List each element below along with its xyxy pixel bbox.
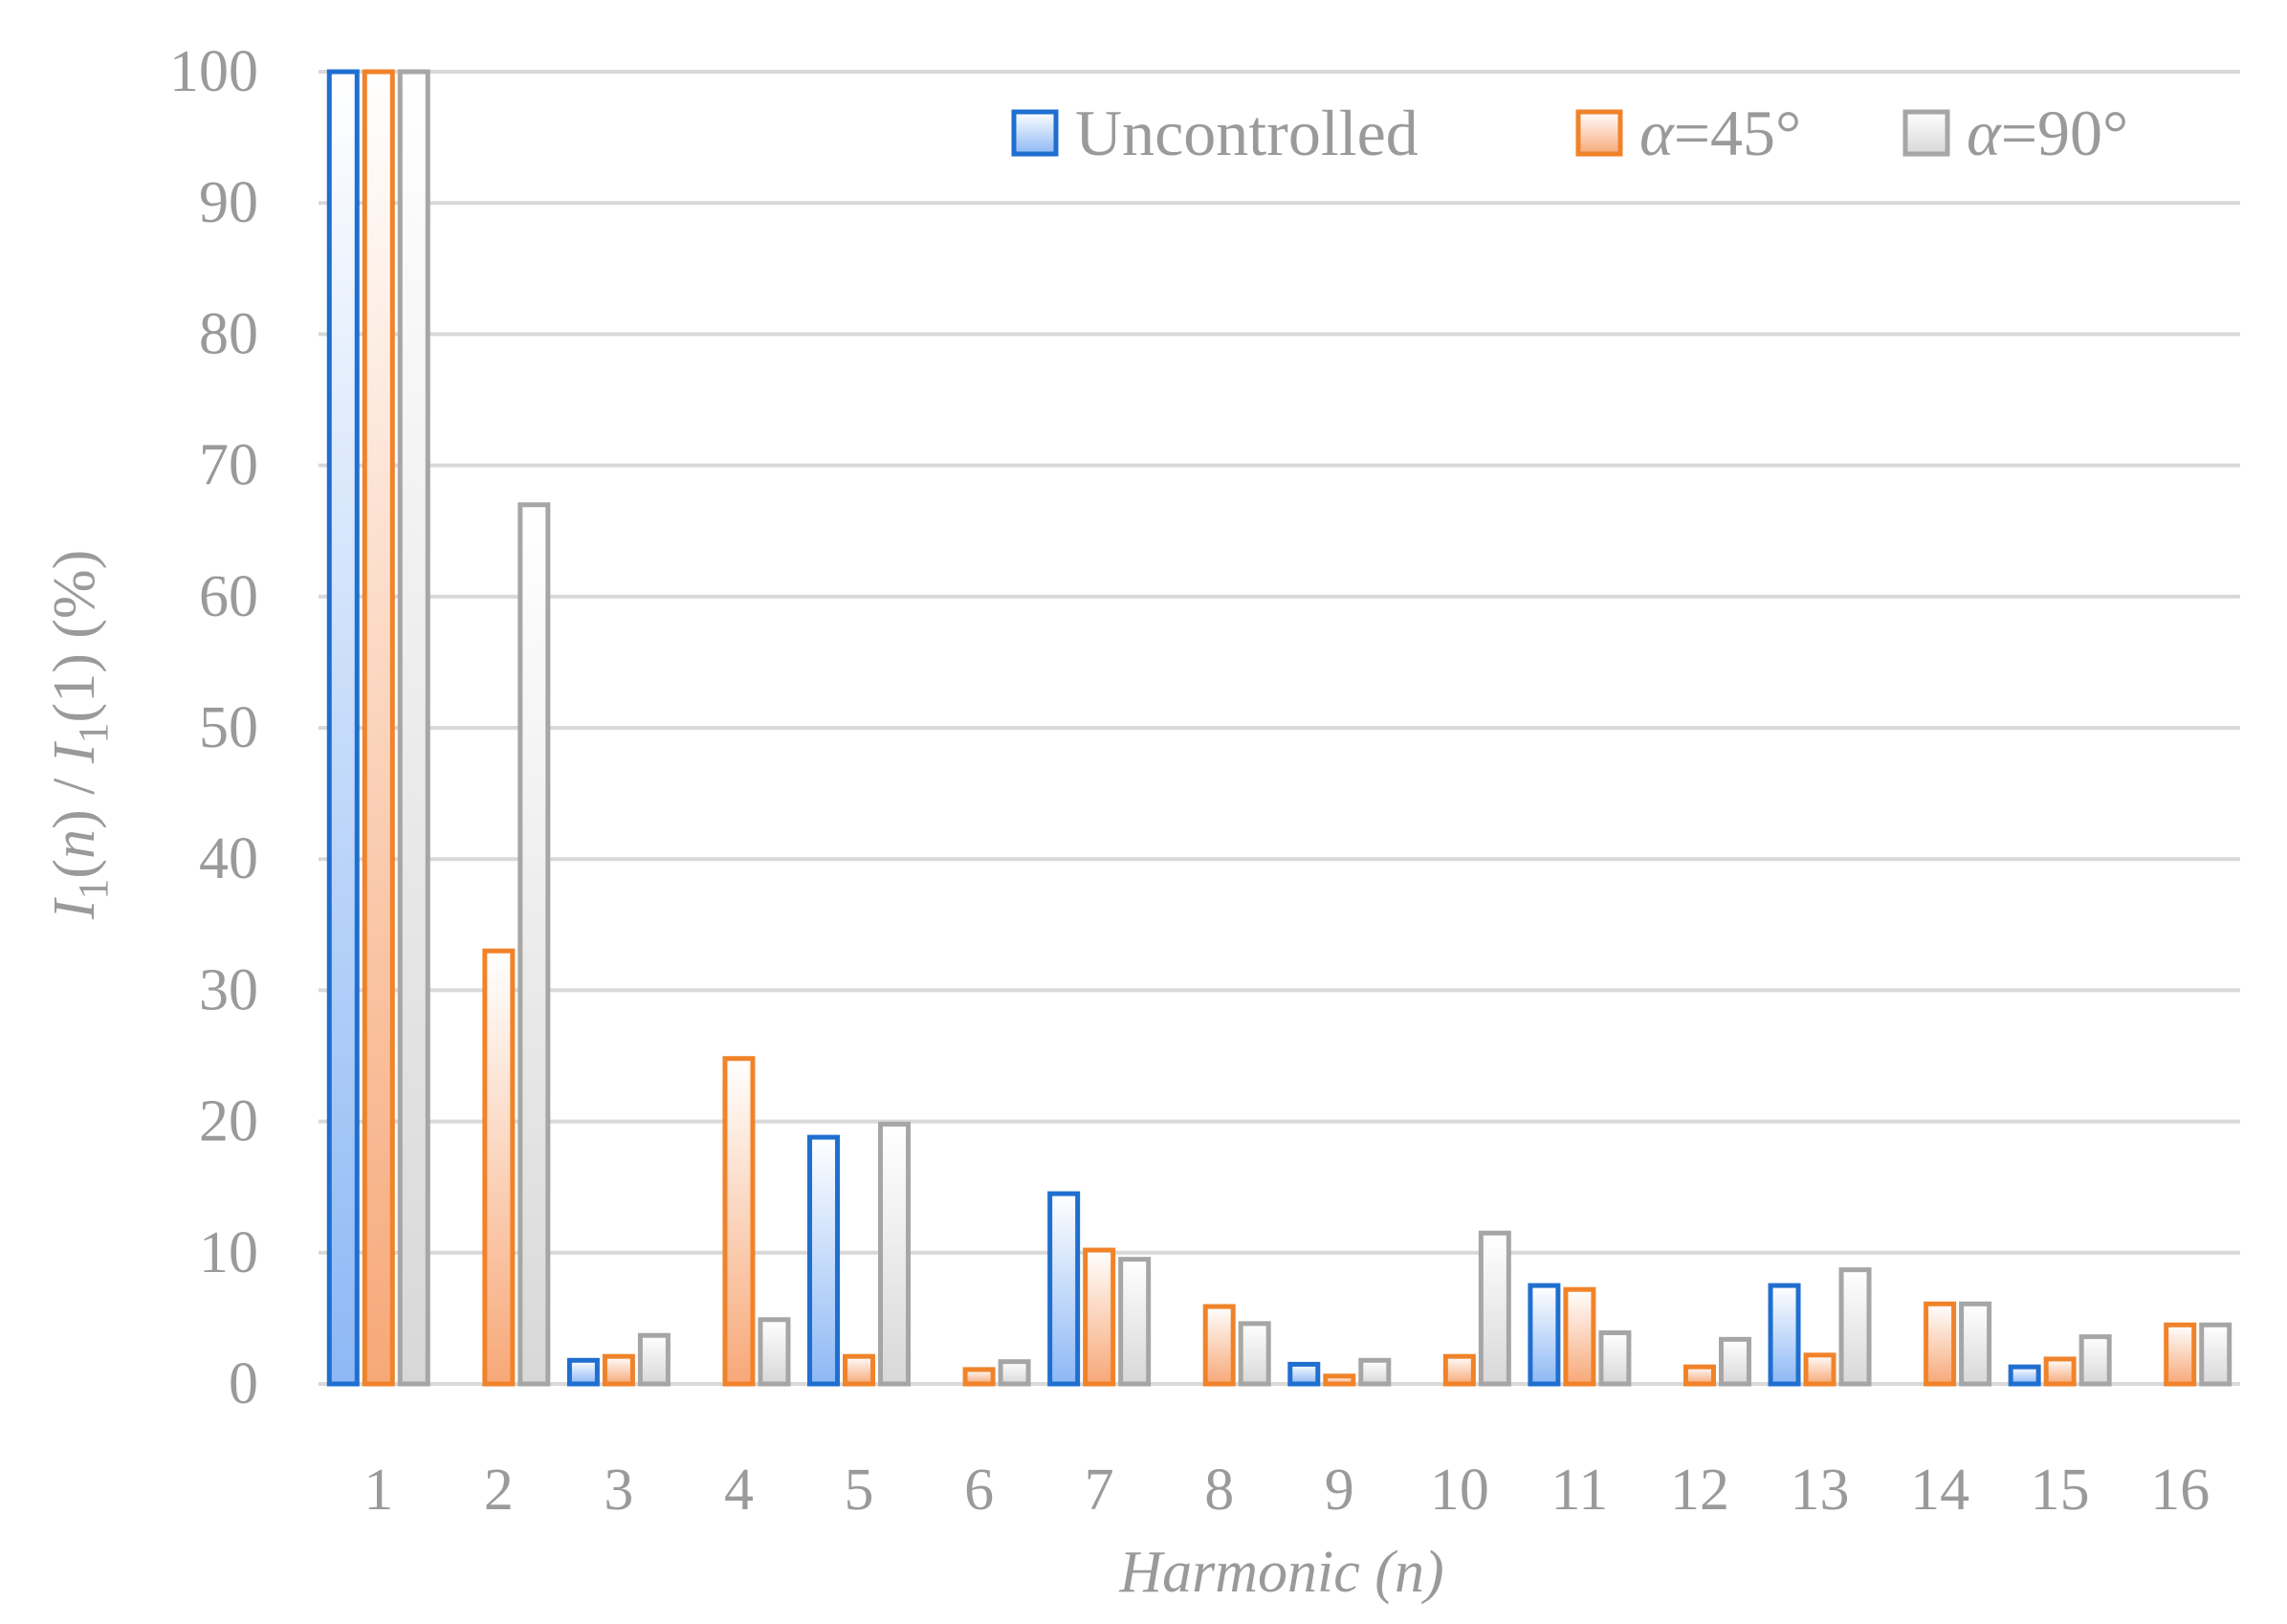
bar-90-8 (1238, 1321, 1271, 1387)
gridlines (319, 70, 2240, 1386)
bar-90-1 (397, 69, 430, 1387)
bar-Uncontrolled-5 (807, 1134, 841, 1387)
bar-90-5 (878, 1121, 912, 1387)
x-tick-label: 13 (1791, 1458, 1850, 1523)
y-tick-label: 50 (199, 695, 258, 760)
x-tick-label: 6 (964, 1458, 994, 1523)
bars (326, 69, 2232, 1387)
x-tick-labels: 1 2 3 4 5 6 7 8 9 10 11 12 13 14 15 16 (363, 1458, 2210, 1523)
bar-90-2 (517, 502, 551, 1387)
legend-swatch-alpha-45 (1575, 109, 1623, 157)
legend: Uncontrolled α=45° α=90° (1011, 97, 2128, 169)
y-tick-label: 60 (199, 564, 258, 629)
legend-label-uncontrolled: Uncontrolled (1075, 97, 1418, 169)
bar-45-2 (482, 948, 516, 1387)
x-tick-label: 8 (1204, 1458, 1234, 1523)
y-tick-label: 100 (169, 39, 258, 104)
y-tick-label: 20 (199, 1089, 258, 1154)
bar-90-12 (1718, 1336, 1751, 1387)
bar-90-10 (1478, 1230, 1511, 1387)
x-tick-label: 3 (604, 1458, 633, 1523)
bar-Uncontrolled-9 (1287, 1361, 1321, 1387)
x-tick-label: 14 (1910, 1458, 1969, 1523)
bar-Uncontrolled-3 (566, 1357, 600, 1387)
bar-45-3 (602, 1353, 635, 1387)
bar-90-6 (998, 1359, 1031, 1387)
y-tick-label: 0 (229, 1351, 258, 1416)
bar-45-9 (1323, 1373, 1356, 1387)
x-tick-label: 12 (1670, 1458, 1729, 1523)
x-tick-label: 16 (2150, 1458, 2210, 1523)
bar-Uncontrolled-13 (1768, 1283, 1801, 1387)
y-axis-title: I1(n) / I1(1) (%) (42, 550, 117, 921)
x-tick-label: 10 (1430, 1458, 1489, 1523)
bar-45-14 (1924, 1301, 1957, 1387)
bar-45-4 (722, 1056, 756, 1387)
legend-swatch-alpha-90 (1902, 109, 1950, 157)
bar-90-14 (1959, 1301, 1992, 1387)
x-tick-label: 2 (484, 1458, 514, 1523)
bar-90-3 (637, 1332, 671, 1387)
bar-90-13 (1838, 1267, 1872, 1387)
x-tick-label: 11 (1551, 1458, 1609, 1523)
x-tick-label: 5 (845, 1458, 874, 1523)
bar-45-8 (1202, 1304, 1236, 1387)
bar-45-16 (2164, 1322, 2197, 1387)
bar-45-5 (843, 1353, 876, 1387)
bar-45-6 (962, 1367, 996, 1387)
bar-90-4 (758, 1317, 791, 1387)
bar-90-7 (1118, 1257, 1152, 1387)
y-tick-label: 80 (199, 301, 258, 366)
bar-45-12 (1682, 1364, 1716, 1387)
bar-90-11 (1598, 1329, 1632, 1387)
bar-90-9 (1358, 1357, 1392, 1387)
x-tick-label: 15 (2031, 1458, 2090, 1523)
bar-90-15 (2078, 1334, 2112, 1387)
legend-label-alpha-45: α=45° (1639, 97, 1801, 169)
x-tick-label: 7 (1085, 1458, 1114, 1523)
y-tick-label: 70 (199, 433, 258, 498)
bar-Uncontrolled-1 (326, 69, 360, 1387)
bar-45-10 (1442, 1353, 1476, 1387)
bar-45-11 (1563, 1286, 1596, 1387)
bar-45-13 (1803, 1352, 1836, 1387)
legend-swatch-uncontrolled (1011, 109, 1059, 157)
y-tick-label: 30 (199, 957, 258, 1022)
x-tick-label: 4 (724, 1458, 754, 1523)
bar-Uncontrolled-7 (1047, 1191, 1081, 1387)
y-tick-labels: 0 10 20 30 40 50 60 70 80 90 100 (169, 39, 258, 1416)
x-axis-title: Harmonic (n) (1118, 1540, 1443, 1605)
bar-Uncontrolled-15 (2008, 1364, 2041, 1387)
y-tick-label: 90 (199, 170, 258, 235)
x-tick-label: 1 (363, 1458, 393, 1523)
bar-45-7 (1083, 1247, 1116, 1387)
bar-Uncontrolled-11 (1528, 1283, 1561, 1387)
y-tick-label: 10 (199, 1220, 258, 1285)
bar-90-16 (2199, 1322, 2232, 1387)
legend-label-alpha-90: α=90° (1967, 97, 2128, 169)
bar-45-1 (362, 69, 395, 1387)
y-tick-label: 40 (199, 826, 258, 891)
x-tick-label: 9 (1325, 1458, 1354, 1523)
bar-45-15 (2043, 1356, 2077, 1387)
